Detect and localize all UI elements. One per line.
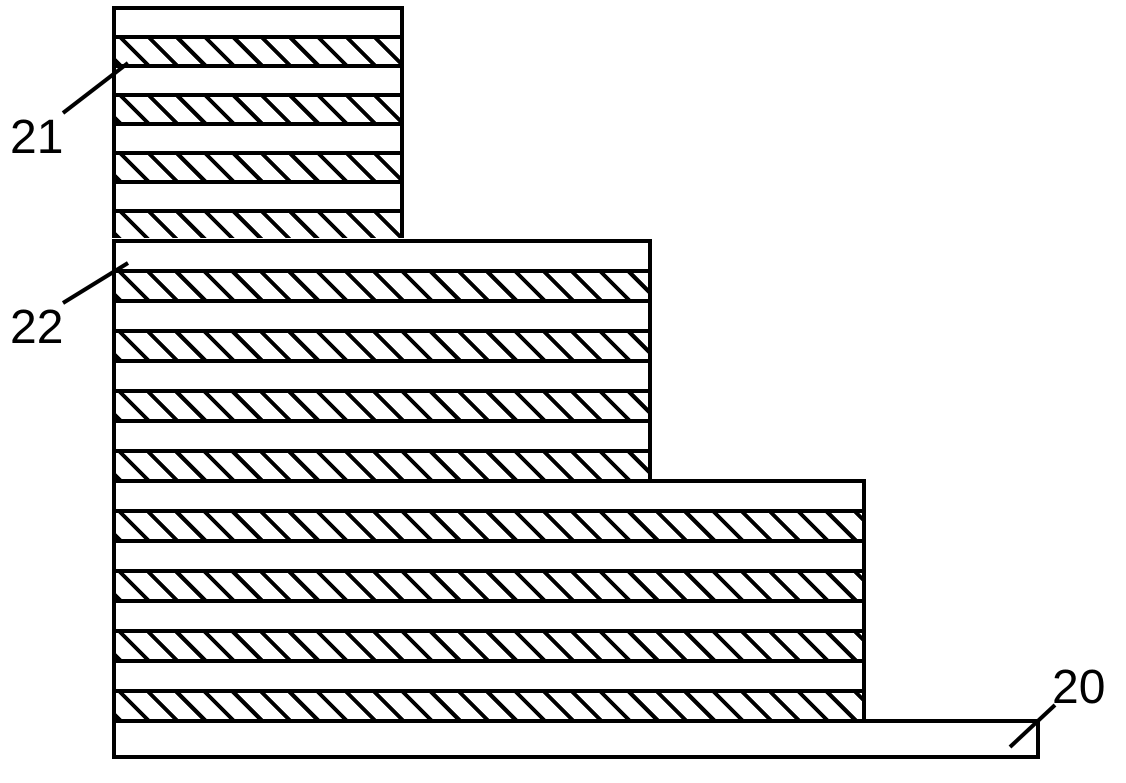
layer-plain (112, 64, 404, 93)
diagram-canvas: 21 22 20 (0, 0, 1126, 783)
layer-hatched (112, 389, 652, 419)
layer-hatched (112, 449, 652, 479)
layer-plain (112, 359, 652, 389)
layer-hatched (112, 629, 866, 659)
layer-plain (112, 122, 404, 151)
substrate-20 (112, 719, 1040, 759)
layer-plain (112, 6, 404, 35)
stack-middle (112, 239, 652, 479)
layer-hatched (112, 209, 404, 238)
stack-top (112, 6, 404, 238)
layer-plain (112, 419, 652, 449)
label-20: 20 (1052, 660, 1105, 715)
layer-plain (112, 299, 652, 329)
layer-hatched (112, 569, 866, 599)
label-21: 21 (10, 110, 63, 165)
layer-plain (112, 599, 866, 629)
layer-plain (112, 539, 866, 569)
layer-hatched (112, 509, 866, 539)
stack-bottom (112, 479, 866, 719)
layer-hatched (112, 689, 866, 719)
label-22: 22 (10, 300, 63, 355)
layer-hatched (112, 329, 652, 359)
layer-hatched (112, 151, 404, 180)
layer-plain (112, 239, 652, 269)
layer-plain (112, 659, 866, 689)
layer-hatched (112, 35, 404, 64)
layer-hatched (112, 93, 404, 122)
layer-plain (112, 180, 404, 209)
layer-plain (112, 479, 866, 509)
layer-hatched (112, 269, 652, 299)
